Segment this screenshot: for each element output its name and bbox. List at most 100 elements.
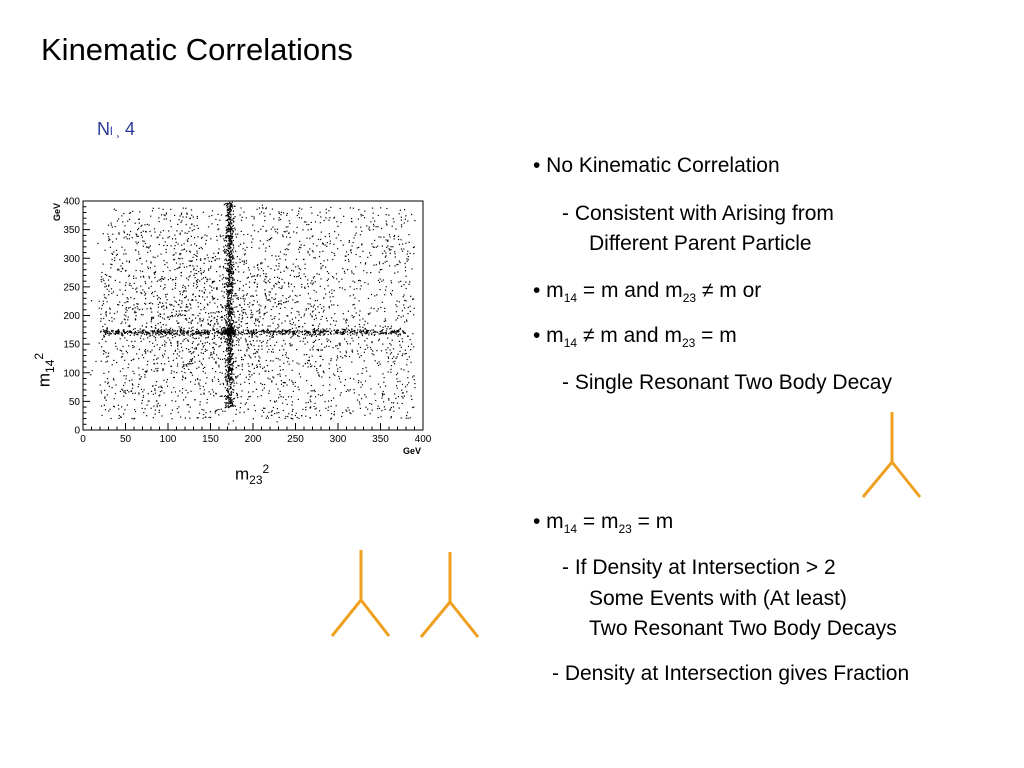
scatter-point xyxy=(174,315,176,317)
scatter-point xyxy=(264,220,266,222)
scatter-point xyxy=(273,298,275,300)
scatter-point xyxy=(109,333,111,335)
scatter-point xyxy=(320,349,322,351)
scatter-point xyxy=(228,297,230,300)
scatter-point xyxy=(229,240,231,242)
scatter-point xyxy=(366,329,368,331)
scatter-point xyxy=(270,333,272,335)
scatter-point xyxy=(400,417,402,419)
scatter-point xyxy=(169,332,171,334)
scatter-point xyxy=(289,329,291,331)
scatter-point xyxy=(258,320,260,323)
scatter-point xyxy=(114,279,116,281)
scatter-point xyxy=(106,328,108,330)
scatter-point xyxy=(225,379,227,381)
scatter-point xyxy=(225,226,227,228)
scatter-point xyxy=(273,284,275,286)
scatter-point xyxy=(115,209,117,211)
scatter-point xyxy=(396,356,398,358)
scatter-point xyxy=(182,332,184,334)
scatter-point xyxy=(98,342,100,344)
scatter-point xyxy=(227,242,229,244)
scatter-point xyxy=(226,209,228,211)
scatter-point xyxy=(401,392,403,394)
scatter-point xyxy=(109,312,111,314)
scatter-point xyxy=(246,350,248,352)
scatter-point xyxy=(278,332,280,334)
scatter-point xyxy=(235,329,237,331)
scatter-point xyxy=(200,325,202,327)
scatter-point xyxy=(127,298,129,300)
scatter-point xyxy=(186,365,188,367)
scatter-point xyxy=(389,252,391,254)
scatter-point xyxy=(248,306,250,308)
scatter-point xyxy=(176,230,178,232)
scatter-point xyxy=(182,399,185,401)
scatter-point xyxy=(399,350,401,352)
scatter-point xyxy=(362,326,364,328)
scatter-point xyxy=(125,315,127,317)
scatter-point xyxy=(113,318,115,320)
scatter-point xyxy=(190,359,192,361)
scatter-point xyxy=(285,226,287,228)
scatter-point xyxy=(225,249,228,251)
scatter-point xyxy=(211,289,213,291)
scatter-point xyxy=(211,260,213,263)
scatter-point xyxy=(371,329,373,331)
scatter-point xyxy=(364,282,366,284)
scatter-point xyxy=(137,251,140,253)
scatter-point xyxy=(211,356,213,359)
scatter-point xyxy=(118,304,120,306)
scatter-point xyxy=(230,324,232,326)
scatter-point xyxy=(198,337,200,339)
scatter-point xyxy=(279,369,281,371)
scatter-point xyxy=(302,326,304,328)
scatter-point xyxy=(257,318,259,320)
scatter-point xyxy=(224,203,226,205)
scatter-point xyxy=(236,392,238,394)
scatter-point xyxy=(387,371,389,373)
scatter-point xyxy=(211,319,213,322)
scatter-point xyxy=(251,215,253,217)
scatter-point xyxy=(164,345,166,347)
x-tick-label: 50 xyxy=(120,434,132,445)
scatter-point xyxy=(247,233,249,235)
scatter-point xyxy=(285,332,288,334)
scatter-point xyxy=(102,350,104,352)
scatter-point xyxy=(143,276,145,278)
scatter-point xyxy=(175,313,177,315)
scatter-point xyxy=(243,254,246,256)
scatter-point xyxy=(158,411,160,413)
scatter-point xyxy=(122,268,124,270)
scatter-point xyxy=(274,302,276,304)
scatter-point xyxy=(225,237,227,239)
scatter-point xyxy=(141,236,143,238)
scatter-point xyxy=(260,263,262,265)
scatter-point xyxy=(340,240,342,242)
scatter-point xyxy=(399,328,401,330)
scatter-point xyxy=(105,312,107,314)
scatter-point xyxy=(200,237,203,239)
scatter-point xyxy=(195,317,197,319)
scatter-point xyxy=(271,288,273,290)
scatter-point xyxy=(379,331,381,333)
scatter-point xyxy=(230,387,232,389)
scatter-point xyxy=(380,236,382,238)
scatter-point xyxy=(278,282,280,284)
scatter-point xyxy=(349,295,351,297)
scatter-point xyxy=(180,221,182,223)
scatter-point xyxy=(343,318,345,320)
scatter-point xyxy=(230,251,232,253)
scatter-point xyxy=(230,302,232,304)
scatter-point xyxy=(361,330,363,333)
scatter-point xyxy=(227,203,229,205)
scatter-point xyxy=(284,333,286,335)
scatter-point xyxy=(412,333,414,335)
scatter-point xyxy=(173,387,175,389)
scatter-point xyxy=(221,328,223,330)
scatter-point xyxy=(253,367,255,369)
scatter-point xyxy=(164,363,166,365)
scatter-point xyxy=(100,276,103,278)
scatter-point xyxy=(374,360,376,362)
scatter-point xyxy=(323,260,325,262)
